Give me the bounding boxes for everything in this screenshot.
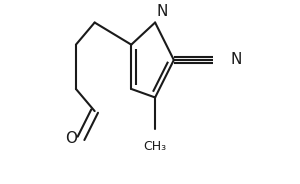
- Text: N: N: [230, 52, 242, 68]
- Text: N: N: [157, 4, 168, 19]
- Text: CH₃: CH₃: [143, 140, 167, 153]
- Text: O: O: [66, 131, 78, 146]
